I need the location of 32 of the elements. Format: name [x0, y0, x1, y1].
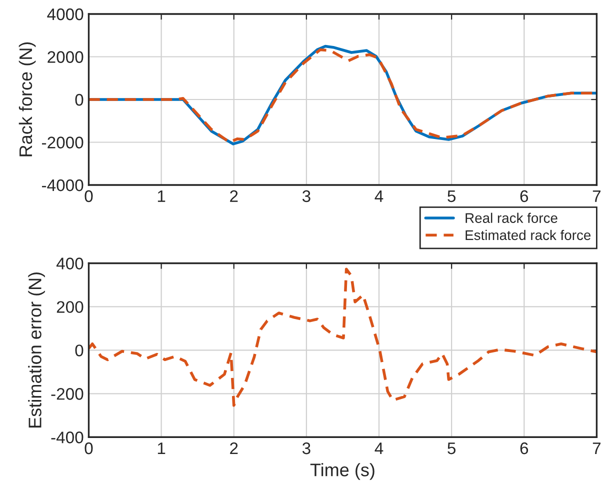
x-tick-label: 0 [84, 190, 93, 202]
y-tick-label: 400 [56, 258, 84, 270]
y-tick-label: -200 [51, 388, 84, 400]
x-tick-label: 4 [374, 190, 384, 202]
x-tick-label: 7 [592, 442, 600, 454]
x-tick-label: 1 [158, 442, 166, 454]
y-axis-title: Rack force (N) [18, 42, 36, 156]
y-tick-label: 2000 [48, 51, 84, 63]
x-tick-label: 3 [302, 442, 310, 454]
y-axis-title: Estimation error (N) [28, 272, 45, 428]
x-tick-label: 6 [520, 442, 528, 454]
x-tick-label: 0 [84, 442, 93, 454]
x-tick-label: 4 [374, 442, 384, 454]
x-tick-label: 6 [520, 190, 528, 202]
line-series [88, 268, 597, 407]
x-tick-label: 7 [592, 190, 600, 202]
x-tick-label: 1 [158, 190, 166, 202]
legend-label: Real rack force [466, 212, 558, 223]
y-tick-label: -4000 [42, 179, 84, 192]
legend-label: Estimated rack force [466, 230, 591, 240]
y-tick-label: 200 [56, 301, 84, 313]
x-axis-title: Time (s) [310, 463, 374, 480]
y-tick-label: 0 [75, 344, 84, 356]
x-tick-label: 3 [302, 190, 310, 202]
y-tick-label: 4000 [47, 8, 84, 20]
y-tick-label: -2000 [42, 136, 84, 148]
x-tick-label: 5 [448, 190, 456, 202]
y-tick-label: 0 [75, 94, 84, 106]
x-tick-label: 5 [448, 442, 456, 454]
y-tick-label: -400 [51, 432, 84, 444]
x-tick-label: 2 [230, 190, 238, 202]
x-tick-label: 2 [230, 442, 238, 454]
